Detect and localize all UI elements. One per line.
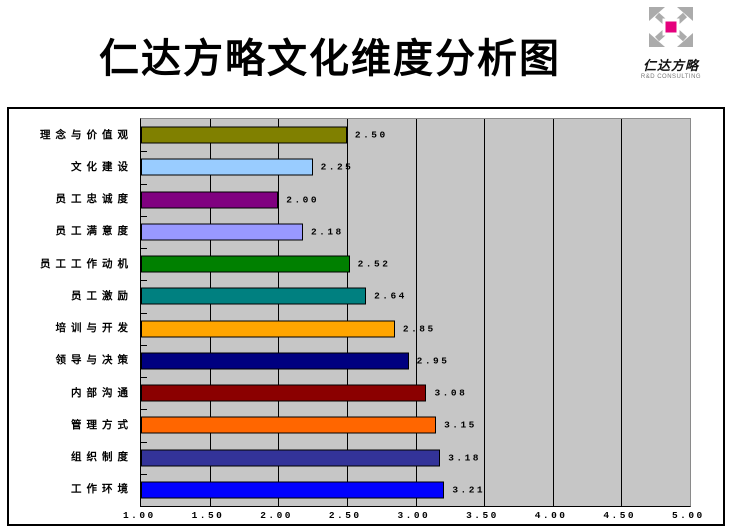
x-axis-tick-label: 3.00 — [397, 510, 431, 521]
category-label: 员工激励 — [71, 289, 133, 302]
x-axis-tick-label: 1.00 — [122, 510, 156, 521]
logo-brand-text: 仁达方略 — [642, 58, 699, 73]
bar-value-label: 2.18 — [310, 226, 344, 238]
category-label: 员工忠诚度 — [55, 193, 133, 206]
category-axis-labels: 理念与价值观文化建设员工忠诚度员工满意度员工工作动机员工激励培训与开发领导与决策… — [15, 118, 133, 505]
bar-band: 2.18 — [141, 216, 690, 250]
bar-3 — [141, 191, 279, 209]
category-label: 领导与决策 — [55, 354, 133, 367]
bar-band: 3.15 — [141, 409, 690, 443]
bar-1 — [141, 126, 347, 144]
category-label: 培训与开发 — [55, 322, 133, 335]
x-axis-tick-label: 2.50 — [328, 510, 362, 521]
x-axis-tick-label: 1.50 — [191, 510, 225, 521]
x-axis-tick-label: 2.00 — [260, 510, 293, 521]
category-label: 理念与价值观 — [40, 128, 133, 141]
gridline — [621, 119, 623, 506]
bar-value-label: 2.85 — [402, 323, 436, 335]
bar-value-label: 2.00 — [286, 194, 320, 206]
category-label: 员工满意度 — [55, 225, 133, 238]
bar-band: 3.18 — [141, 442, 690, 476]
category-label: 管理方式 — [71, 418, 133, 431]
bar-value-label: 2.64 — [374, 290, 407, 302]
bar-2 — [141, 158, 313, 176]
category-label: 工作环境 — [71, 483, 133, 496]
bar-7 — [141, 320, 395, 338]
bar-value-label: 2.25 — [320, 161, 354, 173]
bar-band: 2.52 — [141, 248, 690, 282]
value-axis-labels: 1.00 1.50 2.00 2.50 3.00 3.50 4.00 4.50 5.00 — [123, 510, 702, 524]
bar-10 — [141, 416, 437, 434]
bar-value-label: 3.21 — [452, 484, 486, 496]
bar-band: 2.50 — [141, 119, 690, 153]
bar-value-label: 2.50 — [354, 129, 388, 141]
bar-band: 2.95 — [141, 345, 690, 379]
gridline — [209, 119, 211, 506]
bar-9 — [141, 384, 427, 402]
bar-band: 2.25 — [141, 151, 690, 185]
bar-value-label: 3.18 — [448, 452, 482, 464]
bar-bands: 2.50 2.25 2.00 2.18 2.52 2.64 2.85 2.95 3.08 3.15… — [141, 119, 690, 506]
page-title: 仁达方略文化维度分析图 — [99, 36, 561, 81]
x-axis-tick-label: 5.00 — [671, 510, 705, 521]
bar-6 — [141, 287, 367, 305]
logo-tagline-text: R&D CONSULTING — [640, 74, 702, 80]
bar-band: 2.00 — [141, 184, 690, 218]
x-axis-tick-label: 4.50 — [603, 510, 637, 521]
bar-value-label: 3.08 — [434, 387, 468, 399]
category-label: 员工工作动机 — [40, 257, 133, 270]
gridline — [484, 119, 486, 506]
bar-4 — [141, 223, 303, 241]
bar-band: 2.85 — [141, 313, 690, 347]
x-axis-tick-label: 4.00 — [534, 510, 568, 521]
bar-8 — [141, 352, 409, 370]
logo-arrows-icon — [649, 7, 693, 47]
bar-value-label: 2.52 — [357, 258, 391, 270]
gridline — [346, 119, 348, 506]
gridline — [278, 119, 280, 506]
gridline — [552, 119, 554, 506]
bar-value-label: 2.95 — [416, 355, 450, 367]
category-label: 文化建设 — [71, 160, 133, 173]
bar-value-label: 3.15 — [444, 419, 477, 431]
bar-5 — [141, 255, 350, 273]
chart-frame: 理念与价值观文化建设员工忠诚度员工满意度员工工作动机员工激励培训与开发领导与决策… — [7, 107, 725, 526]
bar-12 — [141, 481, 445, 499]
gridline — [415, 119, 417, 506]
logo-center-square — [662, 18, 680, 36]
plot-area: 2.50 2.25 2.00 2.18 2.52 2.64 2.85 2.95 3.08 3.15… — [140, 118, 691, 507]
bar-band: 3.08 — [141, 377, 690, 411]
category-label: 内部沟通 — [71, 386, 133, 399]
bar-band: 3.21 — [141, 474, 690, 506]
bar-band: 2.64 — [141, 280, 690, 314]
company-logo: 仁达方略 R&D CONSULTING — [628, 6, 714, 80]
category-label: 组织制度 — [71, 451, 133, 464]
x-axis-tick-label: 3.50 — [466, 510, 499, 521]
bar-11 — [141, 449, 441, 467]
